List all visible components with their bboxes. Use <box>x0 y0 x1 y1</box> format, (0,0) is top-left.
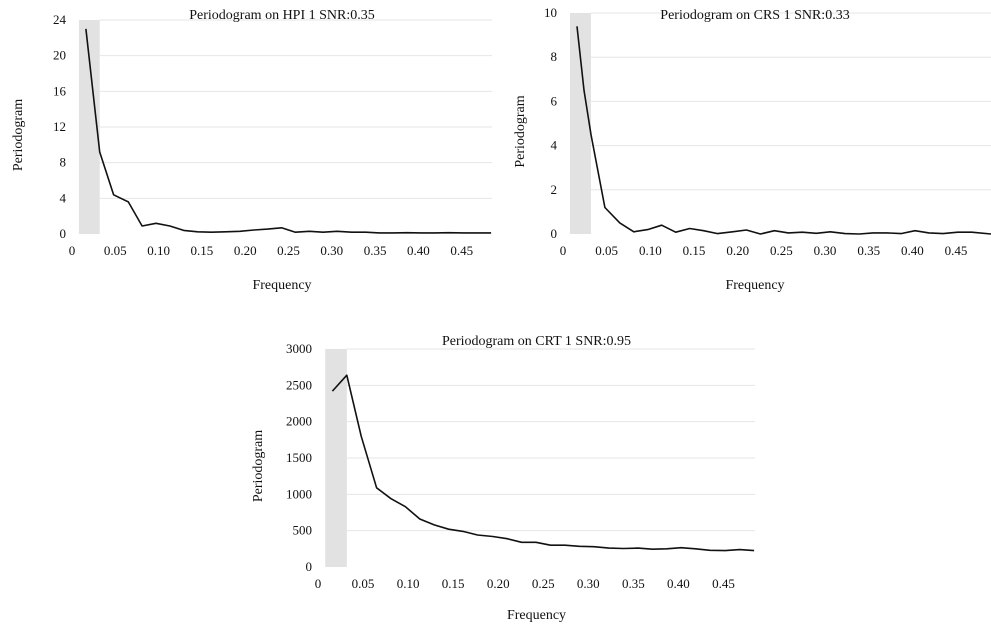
crt-y-tick-label: 2500 <box>286 377 312 392</box>
crs-y-tick-label: 6 <box>551 93 558 108</box>
crt-chart-title: Periodogram on CRT 1 SNR:0.95 <box>442 334 631 349</box>
crt-y-tick-label: 1500 <box>286 450 312 465</box>
hpi-x-tick-label: 0.25 <box>277 243 300 258</box>
hpi-x-tick-label: 0.45 <box>450 243 473 258</box>
crt-y-tick-label: 1000 <box>286 486 312 501</box>
hpi-y-tick-label: 8 <box>60 155 67 170</box>
crt-x-axis-label: Frequency <box>507 608 566 623</box>
chart-crt: 0 500 1000 1500 2000 2500 3000 0 0.05 0.10 0.15 0.2… <box>251 334 755 623</box>
hpi-y-tick-label: 0 <box>60 226 67 241</box>
crs-y-tick-label: 8 <box>551 49 558 64</box>
crs-y-tick-label: 4 <box>551 138 558 153</box>
crt-x-tick-label: 0.35 <box>622 576 645 591</box>
hpi-highlight-band <box>78 20 100 234</box>
hpi-x-tick-label: 0.05 <box>104 243 127 258</box>
crt-y-tick-label: 0 <box>306 559 313 574</box>
crt-y-tick-label: 2000 <box>286 414 312 429</box>
crs-chart-title: Periodogram on CRS 1 SNR:0.33 <box>660 8 849 23</box>
crs-x-tick-label: 0.25 <box>770 243 793 258</box>
crt-x-tick-label: 0.05 <box>352 576 375 591</box>
hpi-y-tick-label: 4 <box>60 190 67 205</box>
crs-x-tick-label: 0 <box>560 243 567 258</box>
hpi-series-line <box>85 28 492 234</box>
crt-x-tick-label: 0.20 <box>487 576 510 591</box>
crs-x-tick-label: 0.30 <box>814 243 837 258</box>
hpi-chart-title: Periodogram on HPI 1 SNR:0.35 <box>189 8 375 23</box>
crt-x-tick-label: 0.15 <box>442 576 465 591</box>
crt-x-tick-label: 0.25 <box>532 576 555 591</box>
crs-y-tick-label: 0 <box>551 226 558 241</box>
crs-x-tick-label: 0.20 <box>726 243 749 258</box>
crs-highlight-band <box>569 13 591 234</box>
crs-series-line <box>576 26 991 235</box>
crs-y-axis-label: Periodogram <box>513 95 528 167</box>
crt-y-axis-label: Periodogram <box>251 430 266 502</box>
crs-x-tick-label: 0.35 <box>857 243 880 258</box>
crt-y-tick-label: 3000 <box>286 341 312 356</box>
hpi-x-axis-label: Frequency <box>252 278 311 293</box>
crt-x-tick-label: 0.10 <box>397 576 420 591</box>
hpi-x-tick-label: 0 <box>69 243 76 258</box>
hpi-y-tick-label: 16 <box>53 83 67 98</box>
crs-x-tick-label: 0.10 <box>639 243 662 258</box>
hpi-x-tick-label: 0.35 <box>364 243 387 258</box>
crs-x-tick-label: 0.15 <box>683 243 706 258</box>
crt-x-tick-label: 0.40 <box>667 576 690 591</box>
hpi-x-tick-label: 0.40 <box>407 243 430 258</box>
hpi-x-tick-label: 0.10 <box>147 243 170 258</box>
crt-highlight-band <box>325 349 347 567</box>
crs-x-tick-label: 0.45 <box>945 243 968 258</box>
hpi-y-axis-label: Periodogram <box>11 99 26 171</box>
crt-x-tick-label: 0 <box>315 576 322 591</box>
hpi-y-tick-label: 24 <box>53 12 67 27</box>
crt-y-tick-label: 500 <box>293 523 313 538</box>
hpi-y-tick-label: 12 <box>53 119 66 134</box>
chart-crs: 0 2 4 6 8 10 0 0.05 0.10 0.15 0.20 0.25 0.30 0.35 0.40… <box>513 5 991 293</box>
chart-hpi: 0 4 8 12 16 20 24 0 0.05 0.10 0.15 0.20 0.25 0.30 0.35… <box>11 8 492 293</box>
crt-x-tick-label: 0.45 <box>712 576 735 591</box>
crs-y-tick-label: 2 <box>551 182 558 197</box>
crt-x-tick-label: 0.30 <box>577 576 600 591</box>
hpi-x-tick-label: 0.30 <box>320 243 343 258</box>
hpi-x-tick-label: 0.20 <box>234 243 257 258</box>
crt-series-line <box>331 374 755 552</box>
crs-x-tick-label: 0.05 <box>595 243 618 258</box>
crs-x-tick-label: 0.40 <box>901 243 924 258</box>
crs-y-tick-label: 10 <box>544 5 557 20</box>
hpi-x-tick-label: 0.15 <box>191 243 214 258</box>
hpi-y-tick-label: 20 <box>53 48 66 63</box>
crs-x-axis-label: Frequency <box>725 278 784 293</box>
